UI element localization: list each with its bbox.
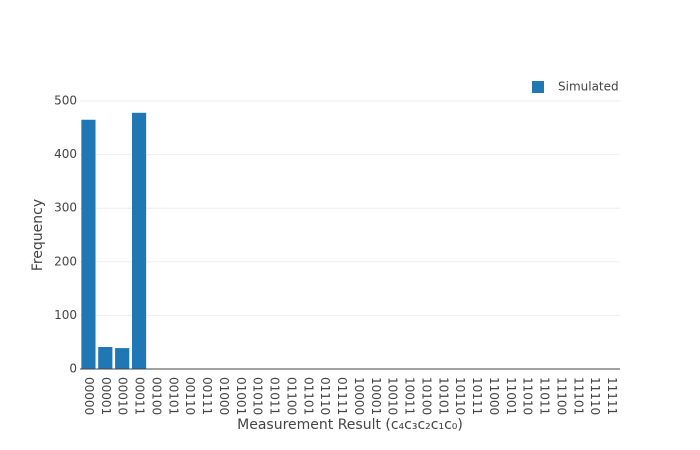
x-tick-label: 10101 bbox=[436, 377, 450, 415]
bar bbox=[98, 347, 113, 369]
y-tick-label: 100 bbox=[54, 308, 77, 322]
x-tick-label: 00111 bbox=[200, 377, 214, 415]
x-tick-label: 11111 bbox=[605, 377, 619, 415]
bar bbox=[131, 112, 147, 370]
x-tick-label: 01000 bbox=[217, 377, 231, 415]
x-tick-label: 10011 bbox=[403, 377, 417, 415]
x-tick-label: 10010 bbox=[386, 377, 400, 415]
x-tick-label: 00001 bbox=[99, 377, 113, 415]
bar bbox=[81, 119, 96, 369]
x-tick-label: 00010 bbox=[116, 377, 130, 415]
x-tick-label: 10100 bbox=[419, 377, 433, 415]
x-axis-title: Measurement Result (c₄c₃c₂c₁c₀) bbox=[237, 417, 463, 433]
y-tick-label: 400 bbox=[54, 147, 77, 161]
x-tick-label: 00110 bbox=[183, 377, 197, 415]
x-tick-label: 01110 bbox=[318, 377, 332, 415]
x-tick-label: 11101 bbox=[571, 377, 585, 415]
bar bbox=[115, 348, 130, 369]
x-tick-label: 00101 bbox=[166, 377, 180, 415]
x-tick-label: 01101 bbox=[301, 377, 315, 415]
x-tick-label: 11001 bbox=[504, 377, 518, 415]
x-tick-label: 11110 bbox=[588, 377, 602, 415]
x-tick-label: 11100 bbox=[554, 377, 568, 415]
x-tick-label: 11010 bbox=[521, 377, 535, 415]
y-tick-label: 200 bbox=[54, 254, 77, 268]
x-tick-label: 00011 bbox=[133, 377, 147, 415]
x-tick-label: 10111 bbox=[470, 377, 484, 415]
x-tick-label: 01111 bbox=[335, 377, 349, 415]
y-axis-title: Frequency bbox=[30, 199, 46, 271]
x-tick-label: 10110 bbox=[453, 377, 467, 415]
x-tick-label: 10001 bbox=[369, 377, 383, 415]
x-tick-label: 01100 bbox=[284, 377, 298, 415]
x-tick-label: 11000 bbox=[487, 377, 501, 415]
y-tick-label: 500 bbox=[54, 94, 77, 108]
x-tick-label: 00100 bbox=[149, 377, 163, 415]
x-tick-label: 01011 bbox=[268, 377, 282, 415]
legend-swatch bbox=[532, 81, 544, 93]
x-tick-label: 01010 bbox=[251, 377, 265, 415]
x-tick-label: 10000 bbox=[352, 377, 366, 415]
x-tick-label: 11011 bbox=[538, 377, 552, 415]
x-tick-label: 01001 bbox=[234, 377, 248, 415]
x-tick-label: 00000 bbox=[82, 377, 96, 415]
legend-label: Simulated bbox=[558, 80, 619, 94]
y-tick-label: 0 bbox=[69, 362, 77, 376]
y-tick-label: 300 bbox=[54, 201, 77, 215]
